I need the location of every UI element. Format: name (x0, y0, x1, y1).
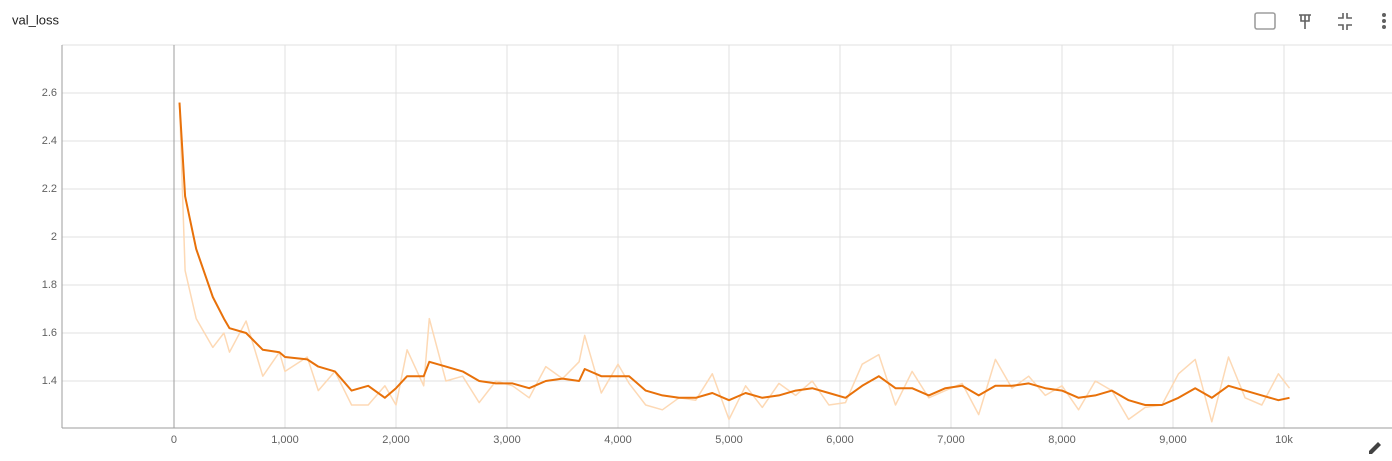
x-tick-label: 0 (171, 434, 177, 446)
collapse-icon[interactable] (1338, 13, 1352, 30)
x-tick-label: 4,000 (604, 434, 632, 446)
y-tick-label: 1.8 (42, 279, 57, 291)
y-tick-label: 2.2 (42, 183, 57, 195)
x-tick-label: 6,000 (826, 434, 854, 446)
x-tick-label: 5,000 (715, 434, 743, 446)
x-tick-label: 9,000 (1159, 434, 1187, 446)
x-tick-label: 2,000 (382, 434, 410, 446)
x-tick-label: 10k (1275, 434, 1293, 446)
chart-title: val_loss (12, 12, 59, 27)
y-tick-label: 2 (51, 231, 57, 243)
menu-icon[interactable] (1382, 13, 1386, 29)
y-tick-label: 2.4 (42, 135, 57, 147)
y-tick-label: 1.4 (42, 375, 57, 387)
x-tick-label: 8,000 (1048, 434, 1076, 446)
pin-icon[interactable] (1299, 14, 1311, 29)
y-tick-label: 2.6 (42, 87, 57, 99)
line (178, 102, 1290, 406)
edit-icon[interactable] (1369, 442, 1381, 454)
line (178, 102, 1291, 423)
x-tick-label: 3,000 (493, 434, 521, 446)
x-tick-label: 7,000 (937, 434, 965, 446)
x-tick-label: 1,000 (271, 434, 299, 446)
y-tick-label: 1.6 (42, 327, 57, 339)
fit-icon[interactable] (1254, 12, 1276, 30)
toolbar (1254, 12, 1386, 454)
